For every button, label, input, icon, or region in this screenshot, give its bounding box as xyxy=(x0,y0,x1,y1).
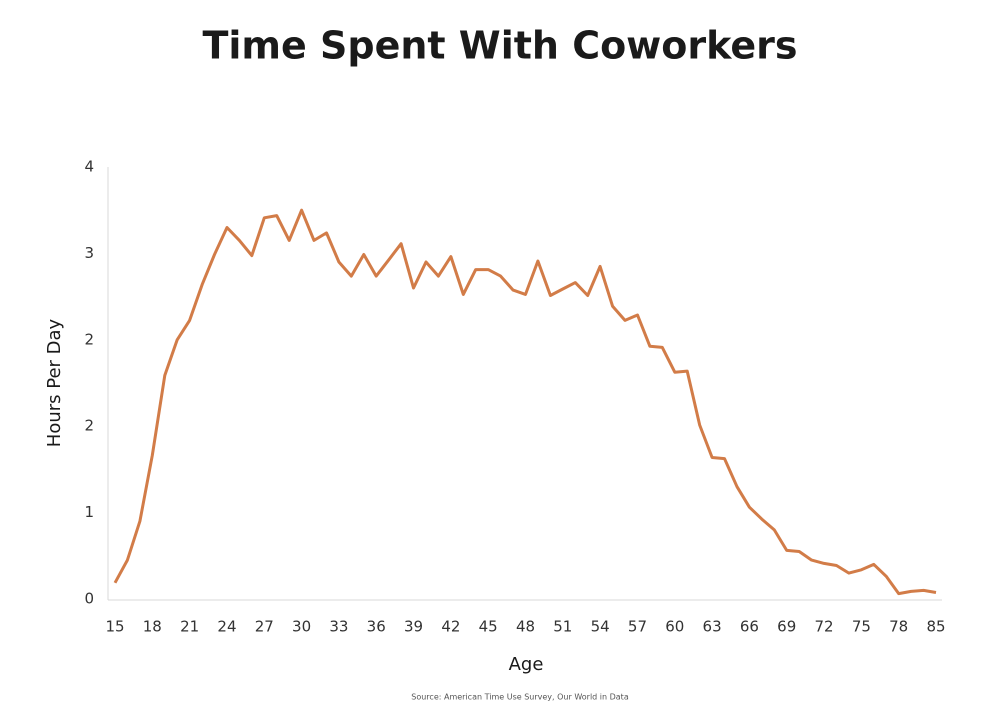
y-tick-label: 0 xyxy=(84,590,94,608)
x-tick-label: 21 xyxy=(180,618,199,636)
x-tick-label: 63 xyxy=(703,618,722,636)
x-tick-label: 66 xyxy=(740,618,759,636)
y-tick-label: 1 xyxy=(84,503,94,521)
x-tick-label: 48 xyxy=(516,618,535,636)
x-tick-label: 57 xyxy=(628,618,647,636)
chart-title: Time Spent With Coworkers xyxy=(202,24,797,68)
y-tick-label: 4 xyxy=(84,158,94,176)
y-axis-title: Hours Per Day xyxy=(44,318,65,447)
data-line xyxy=(113,208,937,596)
source-note: Source: American Time Use Survey, Our Wo… xyxy=(411,693,629,702)
x-tick-label: 42 xyxy=(441,618,460,636)
x-axis-title: Age xyxy=(509,654,544,675)
y-tick-label: 2 xyxy=(84,417,94,435)
x-tick-label: 45 xyxy=(479,618,498,636)
x-tick-label: 24 xyxy=(217,618,236,636)
x-tick-label: 18 xyxy=(143,618,162,636)
x-tick-label: 85 xyxy=(926,618,945,636)
x-tick-label: 39 xyxy=(404,618,423,636)
x-tick-label: 69 xyxy=(777,618,796,636)
y-tick-label: 2 xyxy=(84,330,94,348)
x-tick-label: 51 xyxy=(553,618,572,636)
x-tick-label: 72 xyxy=(814,618,833,636)
x-tick-label: 30 xyxy=(292,618,311,636)
x-tick-label: 60 xyxy=(665,618,684,636)
y-tick-label: 3 xyxy=(84,244,94,262)
x-tick-label: 15 xyxy=(105,618,124,636)
x-tick-label: 75 xyxy=(852,618,871,636)
x-tick-label: 78 xyxy=(889,618,908,636)
x-tick-label: 27 xyxy=(255,618,274,636)
x-tick-label: 33 xyxy=(329,618,348,636)
x-tick-label: 36 xyxy=(367,618,386,636)
x-tick-label: 54 xyxy=(591,618,610,636)
